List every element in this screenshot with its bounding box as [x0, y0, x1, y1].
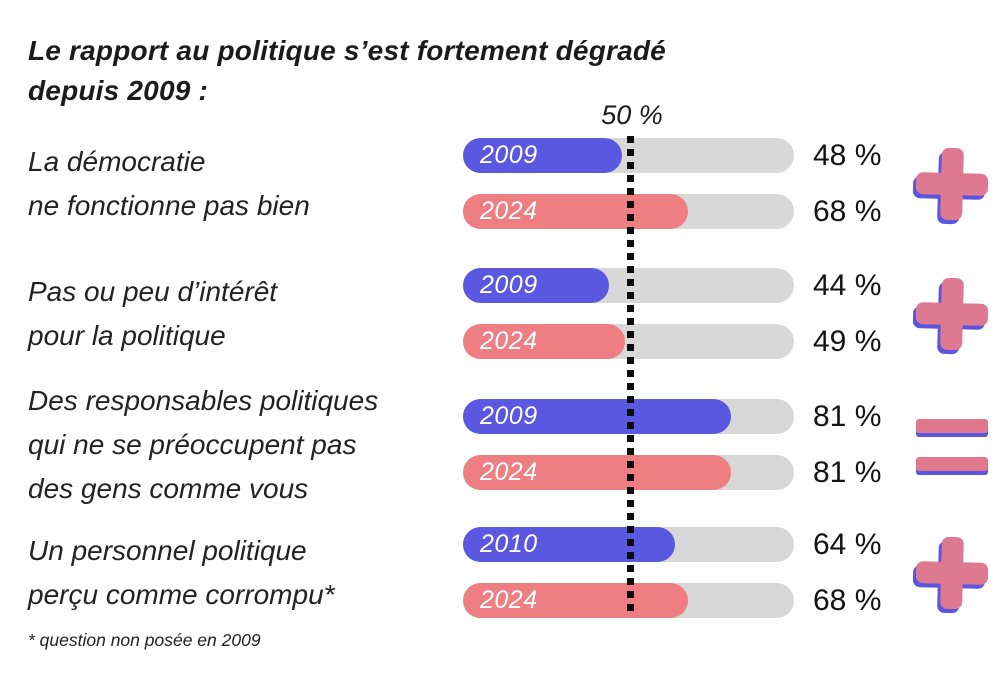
chart-group-corrompu: Un personnel politique perçu comme corro… [0, 527, 1000, 618]
bar-value: 81 % [813, 399, 882, 433]
bar-value: 68 % [813, 583, 882, 617]
title-line-1: Le rapport au politique s’est fortement … [28, 34, 666, 66]
group-label-line: perçu comme corrompu* [28, 578, 335, 610]
bar-year-label: 2009 [480, 402, 538, 430]
group-label: Un personnel politique perçu comme corro… [28, 529, 335, 617]
bar-value: 81 % [813, 455, 882, 489]
bar-year-label: 2024 [480, 586, 538, 614]
bar-pair: 2009 81 % 2024 81 % [463, 399, 881, 490]
bar-row: 2024 68 % [463, 583, 881, 618]
group-label: Des responsables politiques qui ne se pr… [28, 379, 378, 511]
bar-row: 2024 49 % [463, 324, 881, 359]
plus-icon [916, 537, 988, 609]
chart-group-democratie: La démocratie ne fonctionne pas bien 200… [0, 138, 1000, 229]
group-label-line: qui ne se préoccupent pas [28, 428, 357, 460]
bar-pair: 2010 64 % 2024 68 % [463, 527, 881, 618]
bar-year-label: 2010 [480, 530, 538, 558]
title-line-2: depuis 2009 : [28, 75, 209, 107]
bar-track: 2009 [463, 268, 794, 303]
bar-fill-2009: 2009 [463, 138, 622, 173]
group-label: La démocratie ne fonctionne pas bien [28, 140, 310, 228]
footnote: * question non posée en 2009 [28, 630, 261, 650]
page-title: Le rapport au politique s’est fortement … [28, 31, 666, 112]
group-label-line: Des responsables politiques [28, 384, 379, 416]
group-label-line: La démocratie [28, 145, 206, 177]
bar-row: 2024 68 % [463, 194, 881, 229]
bar-value: 49 % [813, 324, 882, 358]
bar-value: 68 % [813, 194, 882, 228]
equals-icon [916, 418, 988, 471]
bar-fill-2009: 2009 [463, 268, 609, 303]
bar-row: 2009 81 % [463, 399, 881, 434]
group-label-line: ne fonctionne pas bien [28, 189, 310, 221]
group-label: Pas ou peu d’intérêt pour la politique [28, 270, 277, 358]
chart-group-responsables: Des responsables politiques qui ne se pr… [0, 385, 1000, 504]
bar-value: 64 % [813, 527, 882, 561]
bar-value: 44 % [813, 268, 882, 302]
bar-pair: 2009 44 % 2024 49 % [463, 268, 881, 359]
group-label-line: des gens comme vous [28, 472, 309, 504]
bar-row: 2009 48 % [463, 138, 881, 173]
group-label-line: Pas ou peu d’intérêt [28, 275, 278, 307]
bar-fill-2024: 2024 [463, 324, 626, 359]
bar-pair: 2009 48 % 2024 68 % [463, 138, 881, 229]
bar-fill-2024: 2024 [463, 455, 732, 490]
bar-year-label: 2024 [480, 197, 538, 225]
bar-year-label: 2024 [480, 327, 538, 355]
plus-icon [916, 148, 988, 220]
bar-year-label: 2009 [480, 271, 538, 299]
bar-row: 2009 44 % [463, 268, 881, 303]
bar-value: 48 % [813, 138, 882, 172]
bar-fill-2009: 2009 [463, 399, 732, 434]
bar-row: 2010 64 % [463, 527, 881, 562]
bar-year-label: 2009 [480, 141, 538, 169]
bar-fill-2024: 2024 [463, 583, 689, 618]
fifty-percent-guideline [627, 136, 634, 612]
bar-year-label: 2024 [480, 458, 538, 486]
fifty-percent-label: 50 % [601, 100, 663, 130]
bar-fill-2024: 2024 [463, 194, 689, 229]
bar-row: 2024 81 % [463, 455, 881, 490]
group-label-line: pour la politique [28, 319, 226, 351]
bar-fill-2010: 2010 [463, 527, 675, 562]
chart-group-interet: Pas ou peu d’intérêt pour la politique 2… [0, 268, 1000, 359]
plus-icon [916, 278, 988, 350]
group-label-line: Un personnel politique [28, 534, 307, 566]
